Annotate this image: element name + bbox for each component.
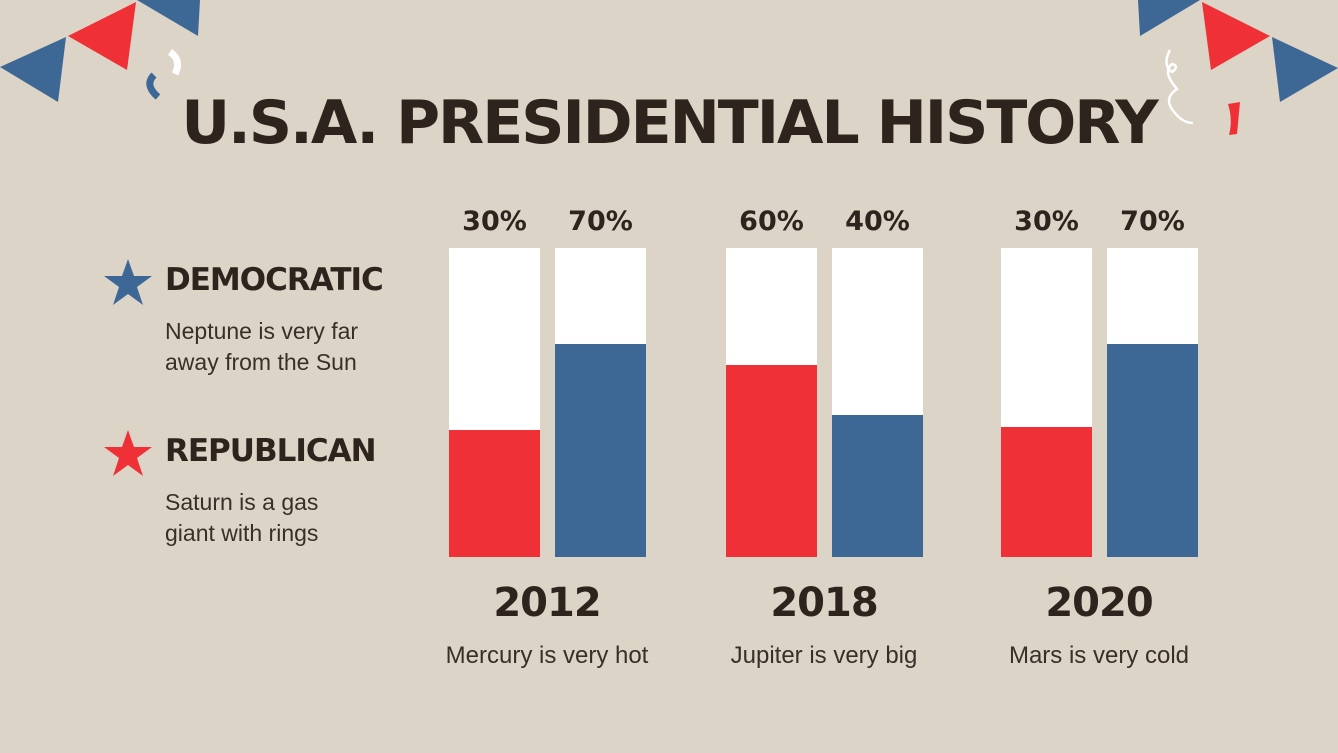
legend-democratic-desc: Neptune is very far away from the Sun	[165, 316, 358, 378]
legend-democratic-label: DEMOCRATIC	[165, 262, 384, 298]
legend-republican-desc: Saturn is a gas giant with rings	[165, 487, 318, 549]
bar-democratic-2020	[1107, 248, 1198, 557]
data-label: 30%	[462, 206, 527, 237]
desc-line: Neptune is very far	[165, 318, 359, 344]
bar-democratic-2018	[832, 248, 923, 557]
legend-republican-label: REPUBLICAN	[165, 433, 377, 469]
category-caption: Jupiter is very big	[730, 642, 918, 669]
data-label: 30%	[1014, 206, 1079, 237]
category-label: 2018	[770, 580, 878, 626]
star-icon	[104, 259, 152, 305]
bar-democratic-2012	[555, 248, 646, 557]
bar-fill	[726, 365, 817, 557]
data-label: 70%	[1120, 206, 1185, 237]
desc-line: away from the Sun	[165, 349, 357, 375]
bar-republican-2012	[449, 248, 540, 557]
bar-fill	[449, 430, 540, 557]
bar-fill	[1107, 343, 1198, 557]
category-caption: Mercury is very hot	[445, 642, 649, 669]
bar-republican-2018	[726, 248, 817, 557]
bar-fill	[555, 343, 646, 557]
star-icon	[104, 430, 152, 476]
bunting-right-decoration	[1138, 0, 1338, 135]
page-title: U.S.A. PRESIDENTIAL HISTORY	[181, 88, 1158, 158]
bar-fill	[832, 414, 923, 557]
category-label: 2020	[1045, 580, 1153, 626]
bar-fill	[1001, 427, 1092, 557]
bunting-left-decoration	[0, 0, 200, 102]
category-label: 2012	[493, 580, 601, 626]
bar-republican-2020	[1001, 248, 1092, 557]
category-caption: Mars is very cold	[1008, 642, 1190, 669]
data-label: 40%	[845, 206, 910, 237]
data-label: 70%	[568, 206, 633, 237]
desc-line: Saturn is a gas	[165, 489, 319, 515]
desc-line: giant with rings	[165, 520, 319, 546]
data-label: 60%	[739, 206, 804, 237]
